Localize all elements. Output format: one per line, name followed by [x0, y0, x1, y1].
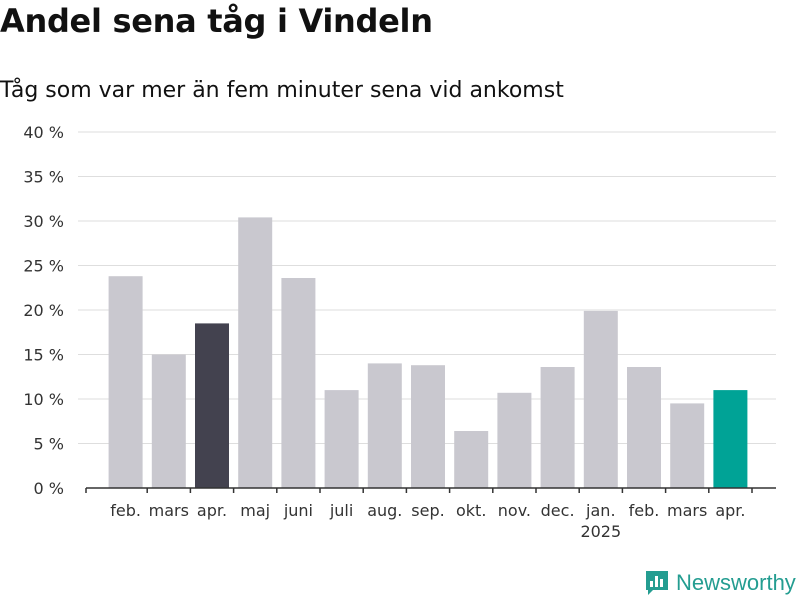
bar: [195, 323, 229, 488]
y-tick-label: 10 %: [23, 390, 64, 409]
x-tick-label: apr.: [715, 501, 745, 520]
brand-name: Newsworthy: [676, 570, 796, 595]
gridlines: [78, 131, 776, 444]
bar: [627, 367, 661, 488]
y-tick-label: 40 %: [23, 123, 64, 142]
x-tick-label: jan.: [585, 501, 615, 520]
x-tick-label: sep.: [411, 501, 444, 520]
bar: [367, 363, 402, 488]
x-tick-label: dec.: [541, 501, 575, 520]
bar: [238, 217, 273, 488]
x-tick-label: juli: [329, 501, 353, 520]
x-year-label: 2025: [580, 522, 621, 541]
y-axis-tick-labels: 0 % 5 % 10 % 15 % 20 % 25 % 30 % 35 % 40 %: [23, 123, 64, 498]
x-axis-tick-labels: feb. mars apr. maj juni juli aug. sep. okt. nov. d…: [110, 501, 745, 541]
x-tick-label: aug.: [367, 501, 402, 520]
bar: [583, 310, 618, 488]
y-tick-label: 15 %: [23, 346, 64, 365]
chart-subtitle: Tåg som var mer än fem minuter sena vid …: [0, 78, 564, 103]
bar: [497, 392, 532, 488]
x-tick-label: mars: [149, 501, 189, 520]
newsworthy-logo-icon: [646, 571, 668, 595]
y-tick-label: 5 %: [34, 435, 64, 454]
bar: [324, 390, 359, 488]
y-tick-label: 30 %: [23, 212, 64, 231]
x-tick-label: mars: [667, 501, 707, 520]
bar: [108, 276, 143, 488]
x-tick-label: okt.: [456, 501, 486, 520]
chart-title: Andel sena tåg i Vindeln: [0, 2, 433, 40]
bar: [540, 367, 575, 488]
bar: [670, 403, 705, 488]
x-tick-label: nov.: [498, 501, 531, 520]
bar: [411, 365, 445, 488]
x-tick-label: feb.: [629, 501, 660, 520]
y-tick-label: 35 %: [23, 168, 64, 187]
bar: [713, 390, 748, 488]
bar: [454, 431, 489, 488]
x-tick-label: feb.: [110, 501, 141, 520]
y-tick-label: 25 %: [23, 257, 64, 276]
brand-logo: Newsworthy: [644, 569, 796, 597]
y-tick-label: 0 %: [34, 479, 64, 498]
y-tick-label: 20 %: [23, 301, 64, 320]
x-tick-label: maj: [240, 501, 270, 520]
x-tick-label: apr.: [197, 501, 227, 520]
bars: [108, 217, 748, 488]
x-tick-label: juni: [283, 501, 313, 520]
bar: [151, 354, 186, 488]
x-axis: [85, 487, 776, 493]
bar: [281, 278, 316, 488]
